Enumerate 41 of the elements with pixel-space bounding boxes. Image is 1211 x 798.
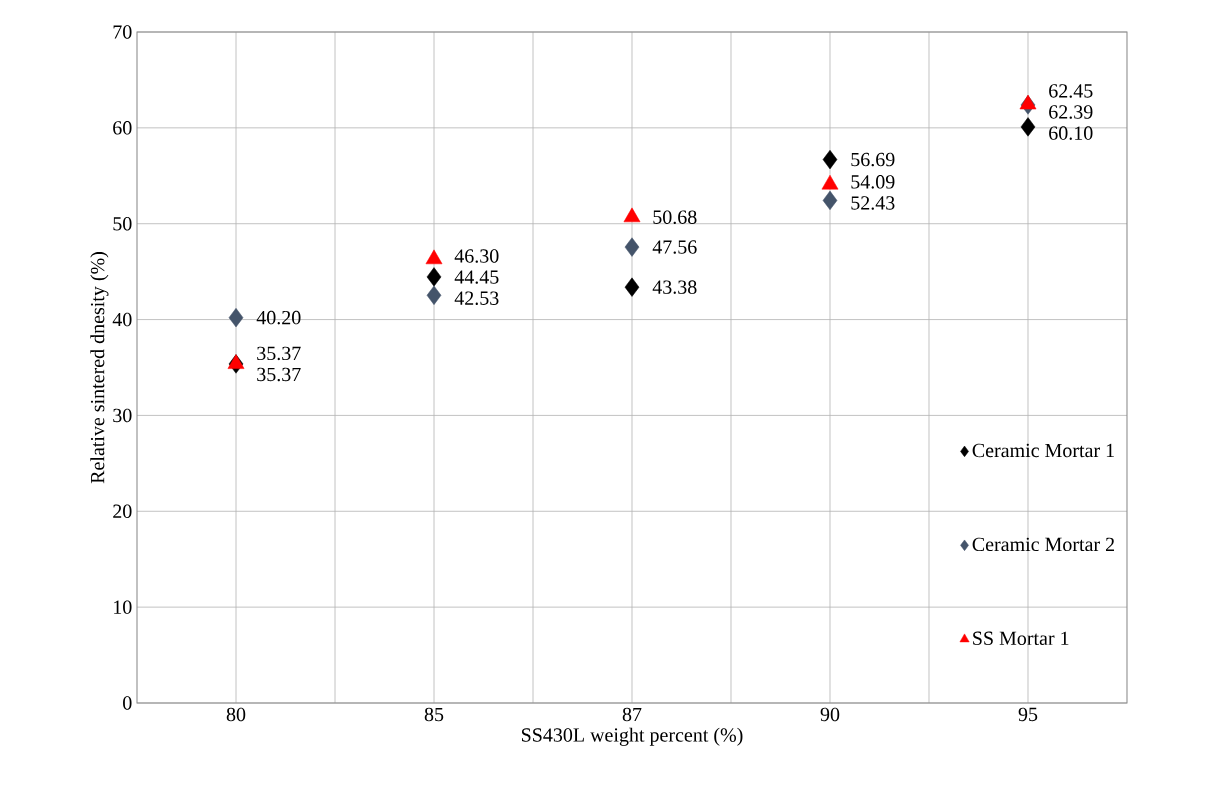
data-label: 50.68 (653, 210, 697, 224)
data-label: 52.43 (851, 196, 895, 210)
x-tick-label: 95 (1018, 707, 1038, 722)
data-label: 47.56 (652, 240, 697, 254)
y-tick-label: 70 (113, 25, 132, 39)
legend-label: Ceramic Mortar 2 (972, 537, 1114, 552)
point (426, 285, 442, 305)
x-axis-title: SS430L weight percent (%) (521, 727, 743, 746)
x-tick-label: 85 (424, 707, 444, 722)
data-label: 42.53 (454, 291, 499, 305)
y-tick-label: 60 (113, 121, 132, 135)
point (228, 308, 244, 328)
point (624, 277, 640, 297)
y-tick-label: 40 (112, 312, 132, 327)
data-label: 56.69 (851, 152, 895, 167)
y-tick-label: 20 (113, 504, 132, 519)
data-label: 46.30 (454, 249, 499, 263)
data-label: 35.37 (257, 346, 301, 361)
x-tick-label: 80 (226, 707, 246, 722)
y-tick-label: 0 (123, 696, 132, 710)
y-tick-label: 10 (114, 600, 132, 614)
x-tick-label: 90 (820, 707, 840, 722)
point (426, 267, 442, 287)
point (624, 237, 640, 257)
data-label: 43.38 (652, 280, 697, 294)
legend-label: SS Mortar 1 (973, 631, 1069, 646)
data-label: 62.39 (1049, 105, 1093, 119)
legend-label: Ceramic Mortar 1 (972, 443, 1114, 458)
y-tick-label: 50 (113, 216, 132, 231)
x-tick-label: 87 (622, 707, 642, 722)
data-label: 54.09 (851, 175, 895, 189)
data-label: 62.45 (1049, 84, 1093, 98)
data-label: 60.10 (1049, 126, 1093, 140)
y-axis-title: Relative sintered dnesity (%) (90, 252, 109, 484)
y-tick-label: 30 (113, 408, 132, 423)
point (822, 149, 838, 170)
point (822, 190, 838, 211)
point (1020, 117, 1036, 137)
data-label: 35.37 (257, 367, 301, 382)
data-label: 44.45 (454, 270, 499, 284)
data-label: 40.20 (256, 310, 301, 325)
